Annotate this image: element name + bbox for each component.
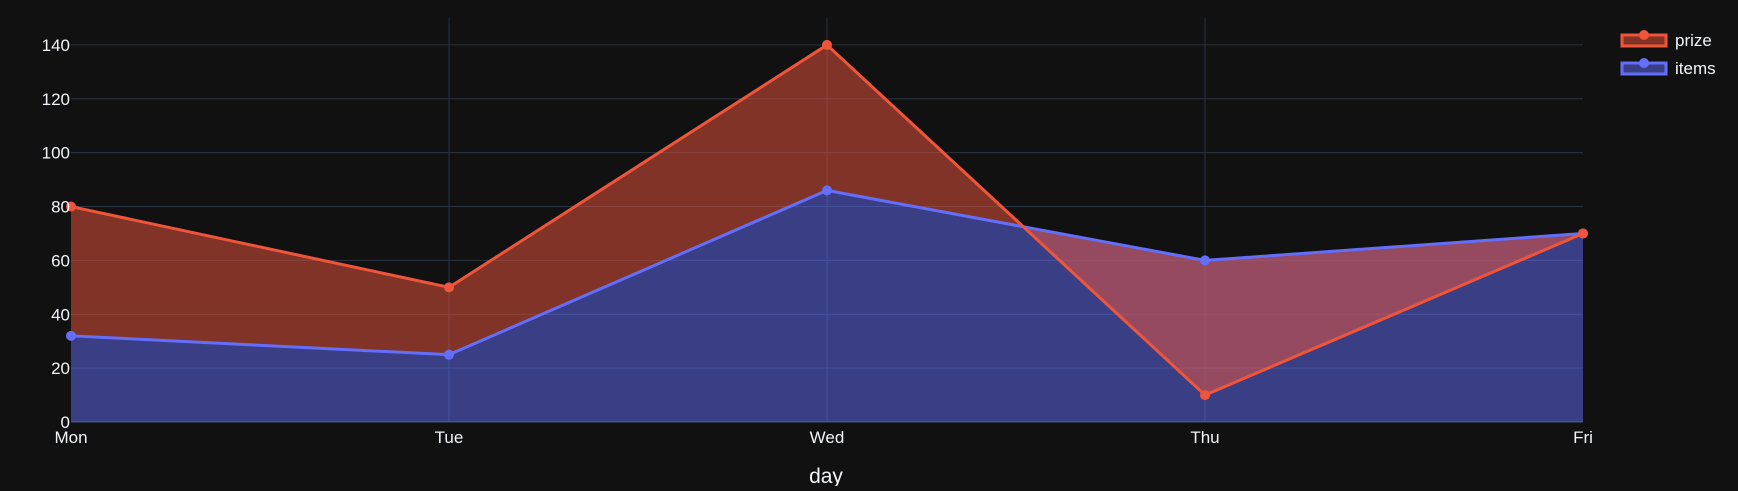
legend-label: prize	[1675, 31, 1712, 50]
legend-marker	[1639, 58, 1649, 68]
x-tick-label: Fri	[1573, 428, 1593, 447]
data-point-prize[interactable]	[1200, 390, 1210, 401]
legend-item-items[interactable]: items	[1620, 58, 1716, 78]
x-axis-title: day	[809, 465, 843, 486]
data-point-prize[interactable]	[444, 282, 454, 293]
x-tick-label: Thu	[1190, 428, 1219, 447]
x-tick-label: Mon	[54, 428, 87, 447]
legend-item-prize[interactable]: prize	[1620, 30, 1712, 50]
data-point-prize[interactable]	[1578, 228, 1588, 239]
data-point-items[interactable]	[822, 185, 832, 196]
y-tick-label: 80	[51, 198, 70, 217]
y-tick-label: 120	[42, 90, 70, 109]
data-point-items[interactable]	[1200, 255, 1210, 266]
data-point-items[interactable]	[444, 349, 454, 360]
axis-layer: day 0 20 40 60 80 100 120 140 Mon Tue Wed Thu Fri	[42, 36, 1593, 488]
y-tick-label: 20	[51, 359, 70, 378]
y-tick-label: 40	[51, 305, 70, 324]
data-point-items[interactable]	[66, 330, 76, 341]
data-point-prize[interactable]	[66, 201, 76, 212]
y-tick-label: 100	[42, 144, 70, 163]
y-tick-label: 60	[51, 251, 70, 270]
area-layer	[71, 44, 1583, 422]
legend-label: items	[1675, 59, 1716, 78]
y-tick-label: 140	[42, 36, 70, 55]
x-tick-label: Tue	[435, 428, 464, 447]
y-tick-label: 0	[61, 413, 70, 432]
x-tick-label: Wed	[810, 428, 845, 447]
area-fill-prize	[71, 44, 1583, 396]
marker-layer	[66, 39, 1588, 401]
legend[interactable]: prize items	[1620, 30, 1716, 78]
data-point-prize[interactable]	[822, 39, 832, 50]
legend-marker	[1639, 30, 1649, 40]
